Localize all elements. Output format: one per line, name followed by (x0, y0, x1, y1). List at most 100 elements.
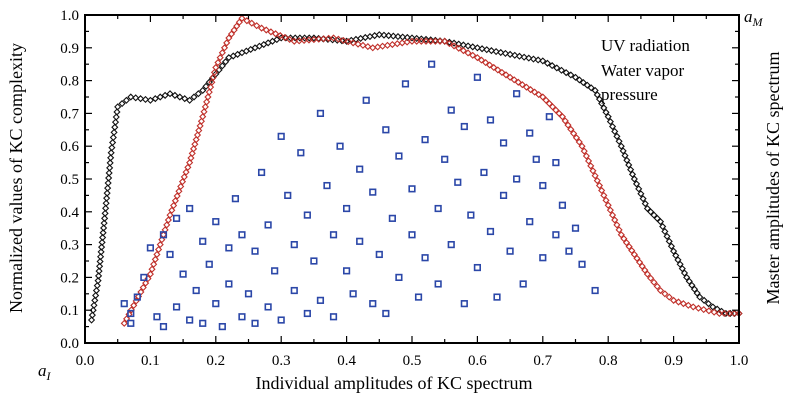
red-series-point (561, 117, 569, 125)
y-tick-label: 0.7 (60, 106, 79, 122)
black-series-point (606, 118, 614, 126)
red-series-point (661, 290, 669, 298)
blue-series-point (271, 267, 279, 275)
red-series-point (193, 131, 202, 139)
black-series-point (88, 311, 96, 319)
black-series-point (473, 44, 481, 52)
red-series-point (628, 246, 636, 255)
black-series-point (575, 76, 584, 84)
red-series-point (178, 178, 187, 186)
black-series-point (459, 41, 467, 49)
blue-series-point (513, 175, 521, 183)
red-series-point (235, 18, 243, 26)
black-series-point (534, 56, 542, 64)
blue-series-point (421, 254, 429, 262)
black-series-point (525, 54, 533, 62)
red-series-point (582, 152, 590, 160)
red-series-point (595, 181, 604, 190)
blue-series-point (395, 152, 403, 160)
blue-series-point (127, 309, 135, 318)
y-axis-title: Normalized values of KC complexity (6, 43, 26, 313)
red-series-point (243, 17, 251, 25)
red-series-point (650, 278, 658, 286)
red-series-point (486, 61, 494, 69)
blue-series-point (356, 237, 364, 245)
blue-series-point (336, 142, 344, 150)
black-series-point (656, 218, 665, 226)
blue-series-point (329, 231, 338, 239)
blue-series-point (434, 280, 442, 288)
black-series-point (92, 291, 100, 300)
y-tick-label: 0.4 (60, 205, 79, 221)
black-series-point (102, 204, 110, 212)
black-series-point (385, 32, 393, 40)
red-series-point (498, 68, 506, 76)
x-tick-label: 0.9 (664, 353, 683, 369)
red-series-point (598, 186, 606, 195)
red-series-point (567, 125, 575, 133)
black-series-point (637, 190, 645, 198)
red-series-point (615, 226, 623, 234)
black-series-point (171, 91, 179, 99)
blue-series-point (159, 322, 168, 331)
y-tick-label: 0.3 (60, 238, 79, 254)
x-tick-label: 0.2 (206, 353, 225, 369)
black-series-point (114, 103, 122, 111)
red-series-point (184, 163, 192, 171)
red-series-point (545, 99, 553, 108)
black-series-point (483, 46, 491, 54)
black-series-point (431, 36, 439, 44)
x-tick-label: 0.3 (272, 353, 291, 369)
blue-series-point (264, 221, 272, 229)
black-series-point (202, 82, 210, 90)
black-series-point (615, 137, 623, 145)
blue-series-point (251, 247, 259, 255)
blue-series-point (284, 191, 292, 200)
red-series-point (531, 88, 539, 96)
red-series-point (233, 22, 241, 30)
red-series-point (329, 34, 338, 42)
blue-series-point (303, 309, 311, 318)
red-series-point (602, 196, 610, 204)
black-series-point (156, 93, 164, 101)
black-series-point (520, 53, 528, 61)
black-series-point (109, 133, 117, 142)
y-tick-label: 0.1 (60, 303, 79, 319)
red-series-point (212, 63, 220, 72)
black-series-point (100, 224, 108, 232)
black-series-point (539, 57, 547, 65)
red-series-point (214, 58, 222, 67)
red-series-point (522, 83, 531, 91)
red-series-point (611, 216, 619, 224)
blue-series-point (199, 319, 207, 327)
black-series-point (553, 64, 561, 72)
red-series-point (575, 138, 583, 146)
black-series-point (102, 199, 110, 207)
red-series-point (216, 54, 224, 62)
red-series-point (705, 307, 713, 315)
blue-series-point (186, 316, 194, 324)
red-series-point (572, 134, 581, 142)
red-series-point (481, 58, 490, 67)
black-series-point (111, 123, 119, 131)
red-series-point (393, 40, 401, 48)
blue-series-point (316, 296, 325, 304)
blue-series-point (408, 185, 416, 193)
black-series-point (613, 132, 621, 140)
blue-series-point (342, 204, 351, 213)
black-series-point (427, 36, 435, 44)
black-series-point (511, 51, 519, 59)
red-series-point (186, 159, 194, 167)
red-series-point (653, 282, 661, 290)
red-series-point (656, 286, 665, 295)
black-series-point (161, 91, 169, 99)
black-series-point (305, 34, 313, 42)
blue-series-point (277, 132, 285, 140)
black-series-point (190, 93, 198, 101)
blue-series-point (591, 286, 599, 295)
blue-series-point (513, 90, 521, 98)
red-series-point (130, 301, 138, 310)
black-series-point (106, 164, 114, 172)
red-series-point (177, 182, 185, 191)
